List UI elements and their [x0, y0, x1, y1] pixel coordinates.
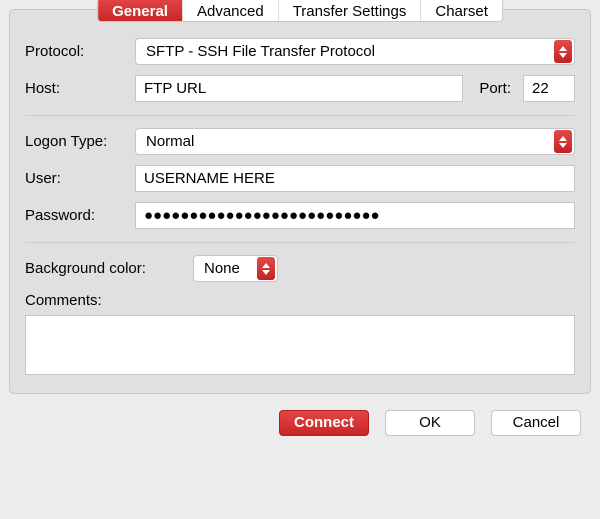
logon-type-label: Logon Type: [25, 133, 127, 150]
ok-button[interactable]: OK [385, 410, 475, 436]
tab-advanced[interactable]: Advanced [183, 0, 279, 21]
dropdown-stepper-icon [257, 257, 275, 280]
cancel-button[interactable]: Cancel [491, 410, 581, 436]
protocol-select[interactable]: SFTP - SSH File Transfer Protocol [135, 38, 575, 65]
protocol-value: SFTP - SSH File Transfer Protocol [146, 43, 554, 60]
dialog-footer: Connect OK Cancel [9, 394, 591, 436]
background-color-select[interactable]: None [193, 255, 278, 282]
protocol-label: Protocol: [25, 43, 127, 60]
logon-type-value: Normal [146, 133, 554, 150]
comments-textarea[interactable] [25, 315, 575, 375]
user-input[interactable] [135, 165, 575, 192]
port-input[interactable] [523, 75, 575, 102]
dropdown-stepper-icon [554, 40, 572, 63]
password-label: Password: [25, 207, 127, 224]
background-color-label: Background color: [25, 260, 185, 277]
background-color-value: None [204, 260, 257, 277]
tab-charset[interactable]: Charset [421, 0, 502, 21]
host-label: Host: [25, 80, 127, 97]
tab-general[interactable]: General [98, 0, 183, 21]
connect-button[interactable]: Connect [279, 410, 369, 436]
general-panel: General Advanced Transfer Settings Chars… [9, 9, 591, 394]
tab-strip: General Advanced Transfer Settings Chars… [97, 0, 503, 22]
host-input[interactable] [135, 75, 463, 102]
password-input[interactable] [135, 202, 575, 229]
logon-type-select[interactable]: Normal [135, 128, 575, 155]
port-label: Port: [471, 80, 515, 97]
comments-label: Comments: [25, 292, 575, 309]
dropdown-stepper-icon [554, 130, 572, 153]
user-label: User: [25, 170, 127, 187]
tab-transfer-settings[interactable]: Transfer Settings [279, 0, 422, 21]
